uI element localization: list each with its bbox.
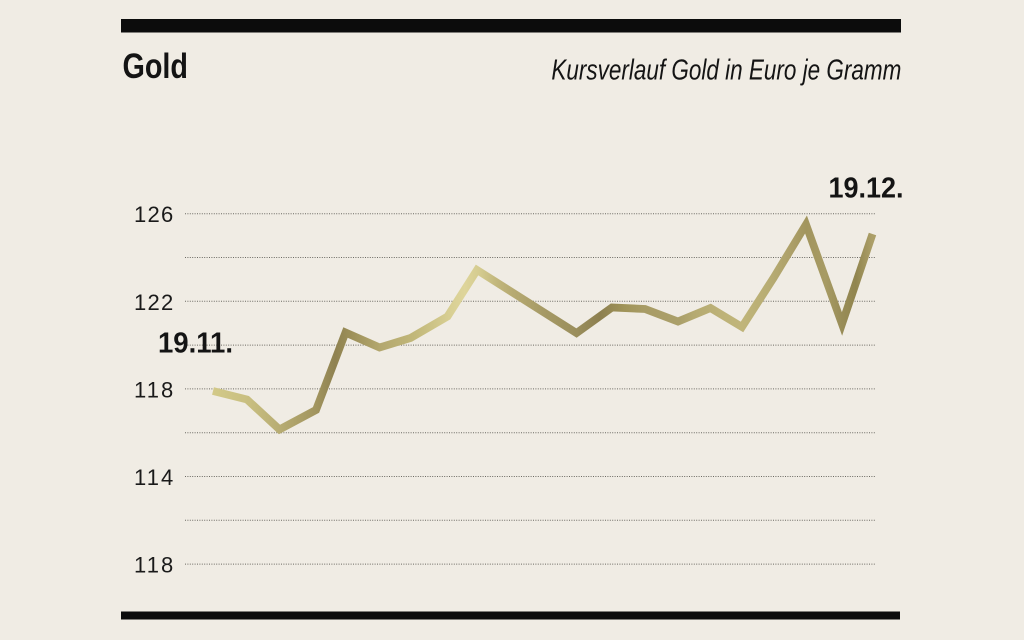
svg-text:Kursverlauf Gold in Euro je Gr: Kursverlauf Gold in Euro je Gramm [551, 55, 901, 87]
svg-text:Gold: Gold [123, 47, 189, 86]
svg-text:114: 114 [134, 465, 173, 490]
svg-text:19.11.: 19.11. [158, 328, 233, 360]
svg-text:118: 118 [134, 377, 173, 402]
svg-text:19.12.: 19.12. [829, 173, 904, 205]
svg-text:126: 126 [134, 202, 173, 227]
svg-text:118: 118 [134, 553, 173, 578]
svg-text:122: 122 [134, 290, 173, 315]
